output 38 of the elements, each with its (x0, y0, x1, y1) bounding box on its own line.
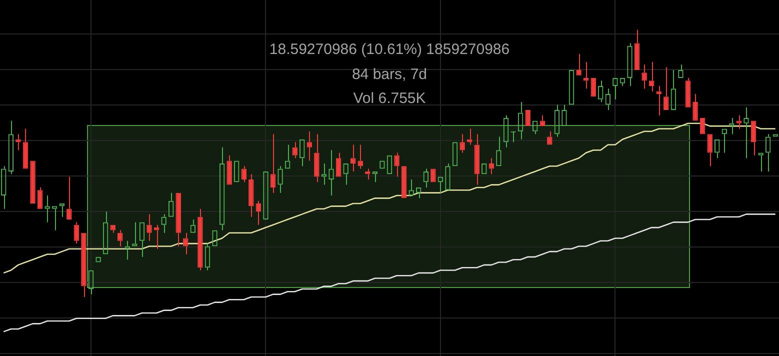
candlestick (292, 142, 298, 159)
candlestick (692, 94, 698, 121)
candlestick (664, 66, 669, 110)
candlestick (350, 144, 356, 172)
candlestick (22, 128, 28, 169)
candlestick (648, 61, 654, 92)
candlestick (110, 224, 116, 234)
candlestick (540, 114, 546, 126)
candlestick (736, 114, 742, 130)
annotation: 18.59270986 (10.61%) 1859270986 (269, 40, 510, 60)
candlestick (241, 166, 247, 183)
candlestick (198, 208, 203, 271)
candlestick (750, 120, 756, 156)
candlestick (314, 134, 320, 183)
candlestick (707, 134, 712, 167)
candlestick (226, 154, 232, 185)
candlestick (488, 158, 494, 175)
candlestick (270, 134, 276, 194)
candlestick (74, 222, 80, 244)
annotation: Vol 6.755K (353, 89, 426, 109)
candlestick (474, 134, 480, 186)
candlestick (336, 152, 342, 177)
annotation: 84 bars, 7d (352, 64, 428, 84)
candlestick (576, 53, 582, 76)
candlestick (394, 152, 400, 178)
candlestick (118, 230, 123, 247)
candlestick (634, 29, 640, 70)
candlestick (146, 214, 152, 242)
candlestick (642, 64, 647, 90)
candlestick (460, 134, 465, 154)
candlestick (306, 130, 312, 162)
candlestick (37, 186, 43, 209)
candlestick (248, 174, 254, 218)
candlestick (66, 176, 72, 220)
candlestick (183, 232, 188, 255)
candlestick (685, 77, 691, 108)
candlestick (176, 192, 181, 247)
candlestick (547, 130, 552, 145)
